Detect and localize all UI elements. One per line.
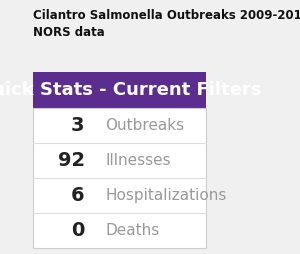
Text: Outbreaks: Outbreaks bbox=[105, 118, 184, 133]
Text: Cilantro Salmonella Outbreaks 2009-2018, CDC
NORS data: Cilantro Salmonella Outbreaks 2009-2018,… bbox=[33, 9, 300, 39]
Text: Hospitalizations: Hospitalizations bbox=[105, 188, 227, 203]
Text: Illnesses: Illnesses bbox=[105, 153, 171, 168]
FancyBboxPatch shape bbox=[33, 72, 206, 108]
Text: 6: 6 bbox=[71, 186, 85, 205]
Text: 92: 92 bbox=[58, 151, 85, 170]
Text: 0: 0 bbox=[71, 221, 85, 240]
Text: Deaths: Deaths bbox=[105, 223, 160, 238]
FancyBboxPatch shape bbox=[33, 108, 206, 248]
Text: 3: 3 bbox=[71, 116, 85, 135]
Text: Quick Stats - Current Filters: Quick Stats - Current Filters bbox=[0, 81, 261, 99]
